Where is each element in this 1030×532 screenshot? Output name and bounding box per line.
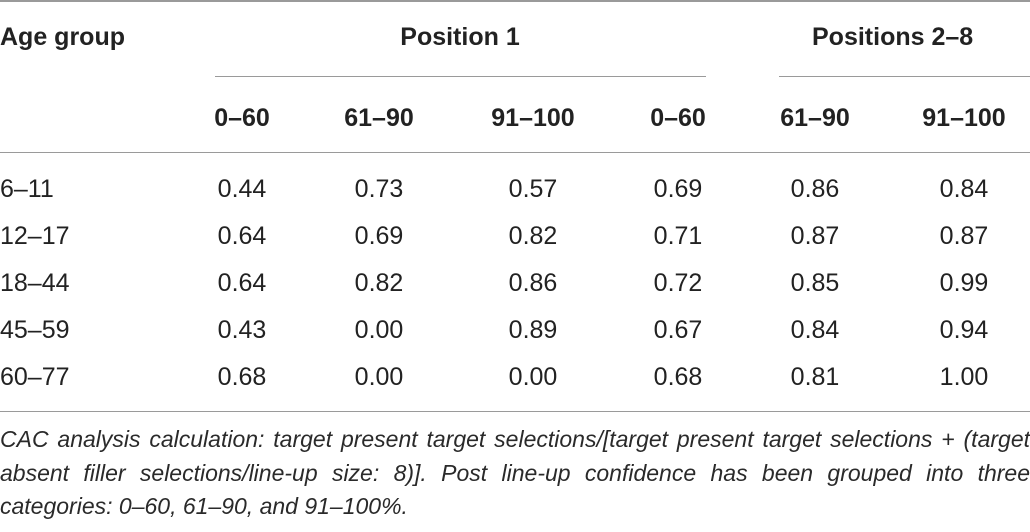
subheader-col-1: 0–60	[214, 104, 270, 132]
value-cell: 0.94	[939, 316, 989, 344]
value-cell: 0.84	[939, 175, 989, 203]
value-cell: 0.72	[653, 269, 703, 297]
age-cell: 45–59	[0, 316, 70, 344]
value-cell: 1.00	[939, 363, 989, 391]
value-cell: 0.69	[354, 222, 404, 250]
value-cell: 0.57	[508, 175, 558, 203]
age-cell: 12–17	[0, 222, 70, 250]
subheader-col-2: 61–90	[344, 104, 414, 132]
value-cell: 0.64	[217, 222, 267, 250]
value-cell: 0.81	[790, 363, 840, 391]
subheader-col-4: 0–60	[650, 104, 706, 132]
subheader-col-3: 91–100	[491, 104, 575, 132]
subheader-col-6: 91–100	[922, 104, 1006, 132]
value-cell: 0.00	[354, 316, 404, 344]
value-cell: 0.69	[653, 175, 703, 203]
value-cell: 0.84	[790, 316, 840, 344]
value-cell: 0.68	[653, 363, 703, 391]
age-cell: 6–11	[0, 175, 54, 203]
value-cell: 0.68	[217, 363, 267, 391]
age-cell: 60–77	[0, 363, 70, 391]
value-cell: 0.82	[354, 269, 404, 297]
age-group-header: Age group	[0, 23, 125, 51]
value-cell: 0.71	[653, 222, 703, 250]
value-cell: 0.87	[939, 222, 989, 250]
value-cell: 0.86	[508, 269, 558, 297]
table-bottom-rule	[0, 411, 1030, 412]
value-cell: 0.99	[939, 269, 989, 297]
value-cell: 0.43	[217, 316, 267, 344]
value-cell: 0.44	[217, 175, 267, 203]
value-cell: 0.87	[790, 222, 840, 250]
table-footnote: CAC analysis calculation: target present…	[0, 426, 1030, 519]
value-cell: 0.89	[508, 316, 558, 344]
value-cell: 0.82	[508, 222, 558, 250]
positions-2-8-header: Positions 2–8	[812, 23, 974, 51]
value-cell: 0.67	[653, 316, 703, 344]
position-1-header: Position 1	[400, 23, 520, 51]
value-cell: 0.73	[354, 175, 404, 203]
age-cell: 18–44	[0, 269, 70, 297]
table-top-rule	[0, 0, 1030, 2]
positions-2-8-underline	[779, 76, 1030, 77]
value-cell: 0.64	[217, 269, 267, 297]
value-cell: 0.86	[790, 175, 840, 203]
value-cell: 0.00	[354, 363, 404, 391]
position-1-underline	[215, 76, 706, 77]
value-cell: 0.00	[508, 363, 558, 391]
subheader-col-5: 61–90	[780, 104, 850, 132]
value-cell: 0.85	[790, 269, 840, 297]
header-bottom-rule	[0, 152, 1030, 153]
